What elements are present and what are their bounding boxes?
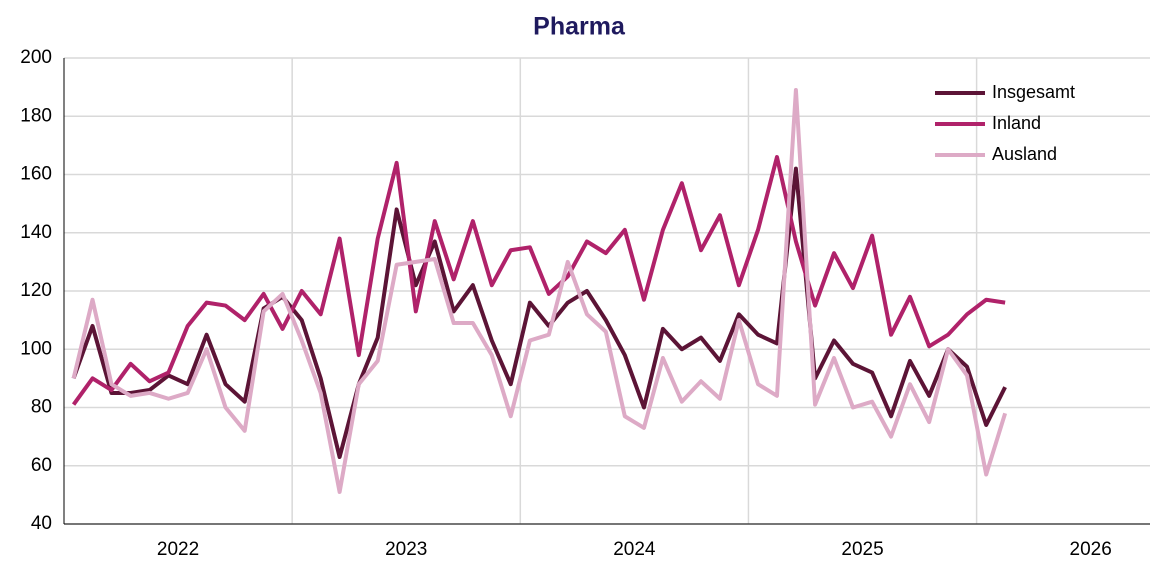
y-tick-label: 40 bbox=[31, 513, 52, 534]
y-tick-label: 80 bbox=[31, 397, 52, 418]
series-line bbox=[71, 166, 1007, 460]
x-tick-label: 2024 bbox=[613, 539, 656, 560]
y-tick-label: 60 bbox=[31, 455, 52, 476]
legend-label: Insgesamt bbox=[992, 82, 1075, 102]
y-tick-label: 180 bbox=[20, 105, 52, 126]
y-tick-label: 200 bbox=[20, 47, 52, 68]
series-line bbox=[71, 155, 1006, 406]
legend-label: Ausland bbox=[992, 144, 1057, 164]
x-tick-label: 2026 bbox=[1070, 539, 1112, 560]
y-tick-label: 140 bbox=[20, 222, 52, 243]
x-tick-label: 2022 bbox=[157, 539, 199, 560]
x-tick-label: 2025 bbox=[841, 539, 883, 560]
y-tick-label: 100 bbox=[20, 338, 52, 359]
y-tick-label: 120 bbox=[20, 280, 52, 301]
legend-label: Inland bbox=[992, 113, 1041, 133]
x-tick-label: 2023 bbox=[385, 539, 427, 560]
chart-title: Pharma bbox=[533, 13, 626, 41]
series-line bbox=[71, 88, 1008, 494]
y-tick-label: 160 bbox=[20, 164, 52, 185]
